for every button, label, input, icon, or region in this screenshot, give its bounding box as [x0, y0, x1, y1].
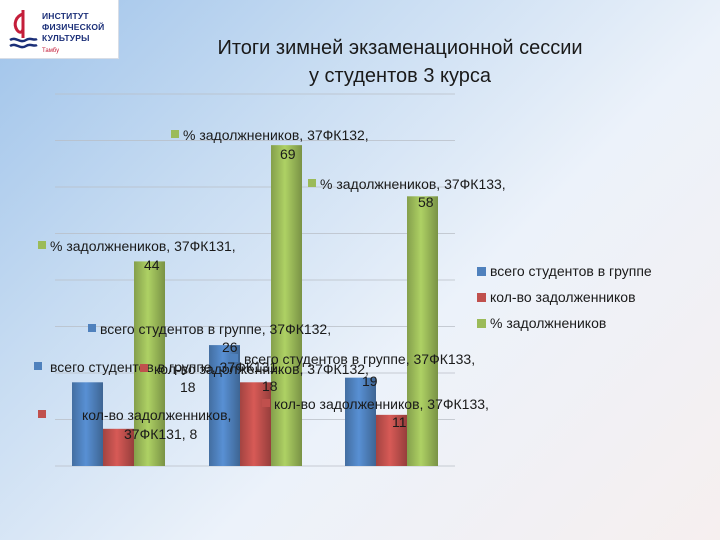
data-label-marker — [308, 179, 316, 187]
chart-title-line-2: у студентов 3 курса — [308, 65, 492, 87]
legend-label: всего студентов в группе — [490, 263, 652, 279]
data-label: 19 — [362, 373, 378, 389]
data-label: кол-во задолженников, — [82, 407, 231, 423]
logo-city: Тамбу — [42, 48, 60, 54]
legend-label: % задолжнеников — [490, 315, 606, 331]
bar — [376, 414, 407, 466]
data-label: всего студентов в группе, 37ФК133, — [244, 351, 475, 367]
data-label: всего студентов в группе, 37ФК132, — [100, 321, 331, 337]
data-label: 18 — [262, 378, 278, 394]
data-label: % задолжнеников, 37ФК132, — [183, 127, 369, 143]
data-label: % задолжнеников, 37ФК133, — [320, 176, 506, 192]
logo-text-line-3: КУЛЬТУРЫ — [42, 33, 90, 43]
data-label: 11 — [392, 414, 407, 430]
data-label-marker — [230, 354, 238, 362]
data-label-marker — [140, 364, 148, 372]
bar — [103, 428, 134, 466]
bar — [72, 382, 103, 466]
bars — [72, 145, 438, 467]
bar — [134, 261, 165, 466]
bar — [407, 196, 438, 467]
data-label-marker — [34, 362, 42, 370]
data-labels: всего студентов в группе, 37ФК131,18кол-… — [34, 127, 506, 442]
bar — [345, 377, 376, 466]
legend-swatch — [477, 293, 486, 302]
data-label: 44 — [144, 257, 160, 273]
data-label: 26 — [222, 339, 238, 355]
bar — [271, 145, 302, 466]
data-label-marker — [88, 324, 96, 332]
data-label: 69 — [280, 146, 296, 162]
data-label-marker — [38, 410, 46, 418]
data-label-marker — [38, 241, 46, 249]
data-label: 18 — [180, 379, 196, 395]
logo-text-line-1: ИНСТИТУТ — [42, 11, 89, 21]
legend-label: кол-во задолженников — [490, 289, 636, 305]
institute-emblem-icon — [9, 10, 38, 49]
data-label: % задолжнеников, 37ФК131, — [50, 238, 236, 254]
chart-title-line-1: Итоги зимней экзаменационной сессии — [217, 37, 583, 59]
data-label-marker — [262, 399, 270, 407]
bar — [209, 345, 240, 466]
legend: всего студентов в группе кол-во задолженн… — [477, 263, 652, 331]
bar — [240, 382, 271, 466]
data-label-marker — [171, 130, 179, 138]
legend-swatch — [477, 319, 486, 328]
legend-swatch — [477, 267, 486, 276]
data-label: кол-во задолженников, 37ФК132, — [154, 361, 369, 377]
data-label: кол-во задолженников, 37ФК133, — [274, 396, 489, 412]
chart-title: Итоги зимней экзаменационной сессии у ст… — [120, 34, 680, 90]
institute-logo: ИНСТИТУТ ФИЗИЧЕСКОЙ КУЛЬТУРЫ Тамбу — [0, 0, 119, 59]
data-label: 58 — [418, 194, 434, 210]
logo-text-line-2: ФИЗИЧЕСКОЙ — [42, 22, 105, 32]
data-label: всего студентов в группе, 37ФК131, — [50, 359, 281, 375]
data-label: 37ФК131, 8 — [124, 426, 198, 442]
